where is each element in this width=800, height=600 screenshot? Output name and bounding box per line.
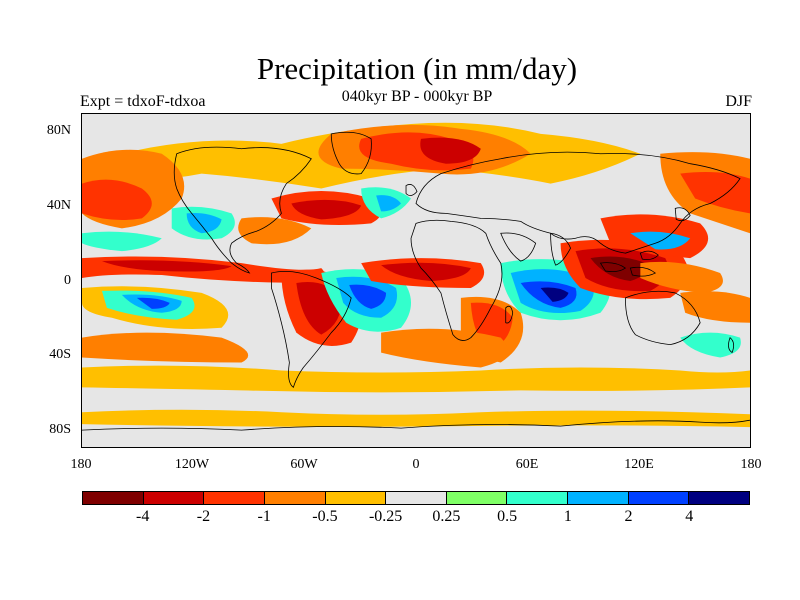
colorbar-box bbox=[204, 492, 265, 504]
colorbar-box bbox=[386, 492, 447, 504]
colorbar-label: -0.25 bbox=[368, 508, 403, 525]
lon-label-60e: 60E bbox=[515, 457, 539, 472]
precipitation-shading bbox=[82, 122, 750, 428]
lon-label-180w: 180 bbox=[70, 457, 92, 472]
colorbar-label: -0.5 bbox=[312, 508, 338, 525]
colorbar-box bbox=[264, 492, 326, 504]
lat-label-0: 0 bbox=[64, 273, 71, 288]
colorbar-box bbox=[568, 492, 629, 504]
experiment-label: Expt = tdxoF-tdxoa bbox=[80, 93, 206, 110]
colorbar-label: -4 bbox=[136, 508, 150, 525]
colorbar-box bbox=[83, 492, 144, 504]
colorbar-label: -1 bbox=[257, 508, 271, 525]
lon-label-120w: 120W bbox=[174, 457, 210, 472]
season-label: DJF bbox=[725, 93, 752, 110]
colorbar-label: 4 bbox=[685, 508, 694, 525]
colorbar-box bbox=[446, 492, 508, 504]
lat-label-80s: 80S bbox=[49, 422, 71, 437]
colorbar-label: 0.25 bbox=[432, 508, 461, 525]
colorbar bbox=[82, 491, 750, 505]
colorbar-box bbox=[689, 492, 750, 504]
lon-label-60w: 60W bbox=[290, 457, 318, 472]
coastlines bbox=[82, 131, 750, 431]
lat-label-80n: 80N bbox=[46, 123, 71, 138]
period-subtitle: 040kyr BP - 000kyr BP bbox=[341, 88, 493, 105]
colorbar-label: 0.5 bbox=[497, 508, 518, 525]
colorbar-label: -2 bbox=[196, 508, 211, 525]
map-canvas bbox=[82, 122, 750, 431]
colorbar-box bbox=[325, 492, 387, 504]
colorbar-label: 1 bbox=[563, 508, 572, 525]
lon-label-120e: 120E bbox=[624, 457, 654, 472]
lat-label-40n: 40N bbox=[46, 198, 71, 213]
colorbar-label: 2 bbox=[624, 508, 633, 525]
colorbar-box bbox=[143, 492, 205, 504]
map-title: Precipitation (in mm/day) bbox=[256, 51, 578, 86]
lat-label-40s: 40S bbox=[49, 347, 71, 362]
lon-label-0: 0 bbox=[412, 457, 420, 472]
lon-label-180e: 180 bbox=[740, 457, 762, 472]
colorbar-box bbox=[507, 492, 569, 504]
colorbar-box bbox=[628, 492, 690, 504]
precipitation-map bbox=[81, 113, 751, 448]
